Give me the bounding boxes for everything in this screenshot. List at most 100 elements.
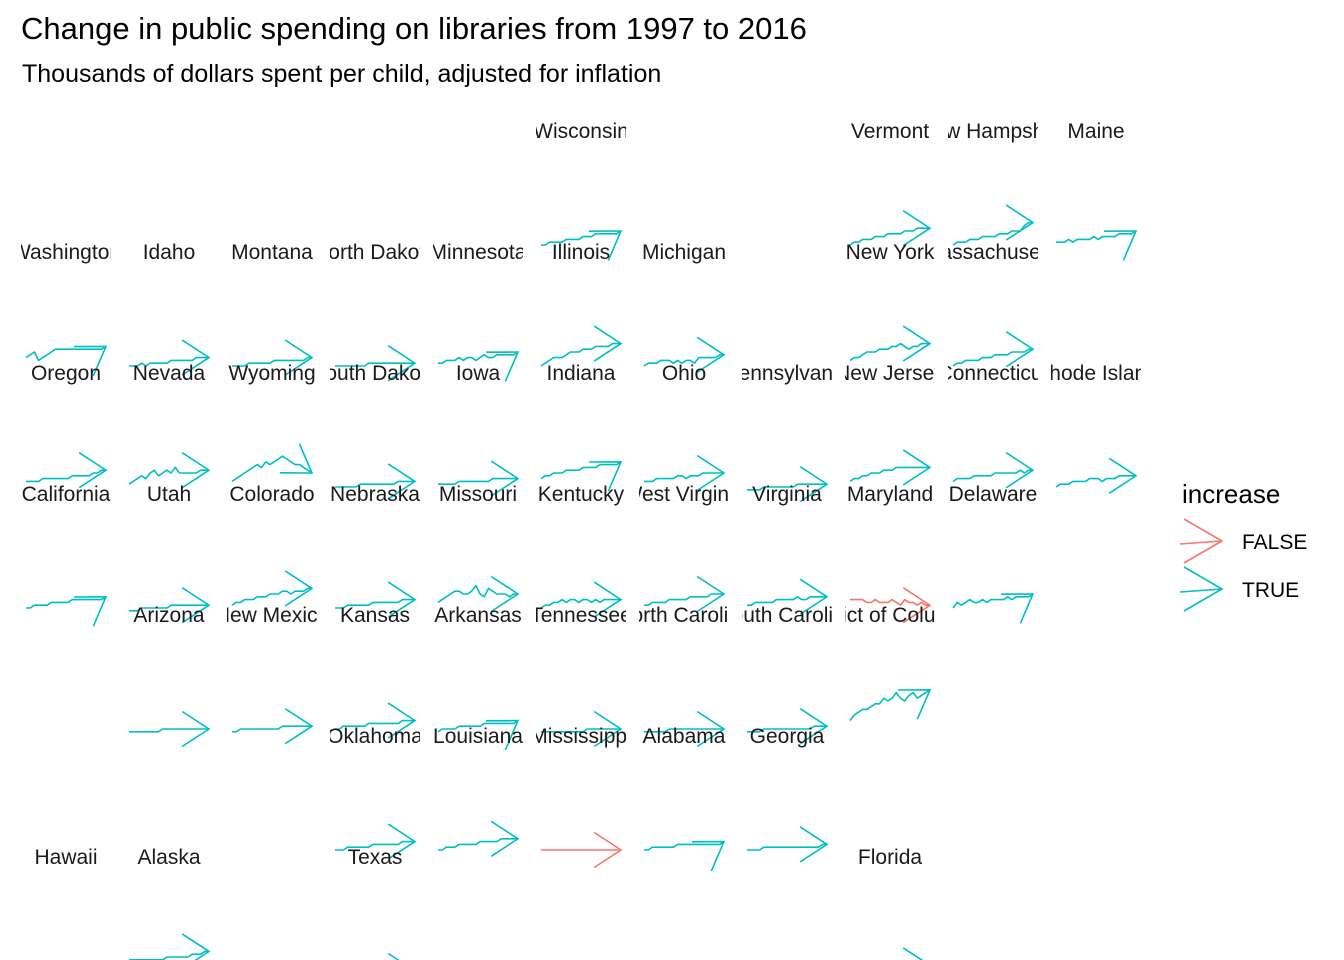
state-label: Wisconsin xyxy=(533,120,629,143)
arrowhead xyxy=(691,840,726,872)
trend-line xyxy=(438,351,519,364)
trend-line xyxy=(335,480,415,488)
trend-line xyxy=(1055,475,1136,488)
state-label: Hawaii xyxy=(34,846,97,869)
legend-label: FALSE xyxy=(1242,531,1307,554)
trend-line xyxy=(747,843,827,851)
state-label: Louisiana xyxy=(433,725,523,748)
legend: increase FALSE TRUE xyxy=(1179,479,1307,612)
arrowhead xyxy=(593,831,623,869)
facet-south-carolina: South Carolina xyxy=(718,604,857,745)
arrowhead xyxy=(593,710,623,748)
facet-california: California xyxy=(22,483,111,627)
state-label: Indiana xyxy=(547,362,616,385)
facet-arkansas: Arkansas xyxy=(434,604,522,751)
facet-kansas: Kansas xyxy=(335,604,417,739)
state-label: District of Columbia xyxy=(799,604,981,627)
trend-line xyxy=(1056,230,1137,243)
facet-texas: Texas xyxy=(348,846,403,960)
trend-line xyxy=(437,584,518,604)
trend-line xyxy=(849,466,930,483)
arrowhead xyxy=(902,210,932,247)
state-label: Maryland xyxy=(847,483,933,506)
facet-north-carolina: North Carolina xyxy=(639,604,729,748)
state-label: Texas xyxy=(348,846,403,869)
arrowhead xyxy=(1005,452,1035,489)
trend-line xyxy=(952,348,1033,367)
arrowhead xyxy=(181,339,211,376)
facet-hawaii: Hawaii xyxy=(34,846,97,869)
trend-line xyxy=(541,230,622,246)
arrowhead xyxy=(696,454,726,492)
facet-kentucky: Kentucky xyxy=(538,483,625,618)
state-label: West Virginia xyxy=(623,483,746,506)
legend-key-false: FALSE xyxy=(1179,518,1307,564)
state-label: Arizona xyxy=(133,604,205,627)
arrowhead xyxy=(897,688,932,720)
trend-line xyxy=(26,596,107,609)
trend-line xyxy=(952,593,1034,609)
arrowhead xyxy=(279,443,314,474)
legend-key-true: TRUE xyxy=(1179,566,1299,612)
arrowhead xyxy=(696,575,726,613)
trend-line xyxy=(335,598,415,609)
state-label: Montana xyxy=(231,241,313,264)
arrowhead xyxy=(490,575,520,613)
facet-wisconsin: Wisconsin xyxy=(533,120,629,261)
state-label: Georgia xyxy=(750,725,825,748)
state-label: Pennsylvania xyxy=(725,362,850,385)
facet-connecticut: Connecticut xyxy=(948,362,1038,489)
trend-line xyxy=(747,483,827,491)
trend-line xyxy=(438,838,518,851)
facet-ohio: Ohio xyxy=(644,362,726,492)
state-label: Missouri xyxy=(439,483,517,506)
legend-arrow-icon xyxy=(1179,566,1224,612)
state-label: Maine xyxy=(1067,120,1124,143)
arrowhead xyxy=(284,570,314,607)
trend-line xyxy=(541,728,621,733)
facet-tennessee: Tennessee xyxy=(536,604,626,748)
state-label: South Carolina xyxy=(718,604,857,627)
state-label: Illinois xyxy=(552,241,610,264)
arrowhead xyxy=(902,449,932,486)
trend-line xyxy=(540,461,622,480)
state-label: Nevada xyxy=(133,362,206,385)
trend-line xyxy=(129,728,209,733)
facet-florida: Florida xyxy=(858,846,924,960)
facet-new-hampshire: New Hampshire xyxy=(918,120,1067,246)
arrowhead xyxy=(799,826,829,863)
state-label: Washington xyxy=(11,241,121,264)
state-label: California xyxy=(22,483,111,506)
trend-line xyxy=(644,840,725,851)
state-label: Delaware xyxy=(949,483,1038,506)
facet-south-dakota: South Dakota xyxy=(330,362,420,500)
facet-delaware: Delaware xyxy=(949,483,1038,624)
state-label: Kansas xyxy=(340,604,410,627)
state-label: Alabama xyxy=(643,725,726,748)
state-label: Ohio xyxy=(662,362,706,385)
facet-utah: Utah xyxy=(129,483,211,624)
trend-line xyxy=(644,593,724,606)
state-label: North Dakota xyxy=(313,241,437,264)
facet-maryland: Maryland xyxy=(847,483,933,624)
trend-line xyxy=(129,604,209,612)
trend-line xyxy=(849,342,930,362)
facet-montana: Montana xyxy=(231,241,314,376)
state-label: Vermont xyxy=(851,120,929,143)
arrowhead xyxy=(485,719,520,751)
state-label: New York xyxy=(846,241,935,264)
trend-line xyxy=(747,725,827,733)
facet-illinois: Illinois xyxy=(540,241,623,367)
trend-line xyxy=(232,356,312,367)
facet-nebraska: Nebraska xyxy=(330,483,420,618)
trend-line xyxy=(850,598,930,606)
state-label: Idaho xyxy=(143,241,196,264)
facet-wyoming: Wyoming xyxy=(228,362,316,483)
state-label: Iowa xyxy=(456,362,501,385)
facet-virginia: Virginia xyxy=(747,483,829,615)
trend-line xyxy=(129,356,209,367)
state-label: New Hampshire xyxy=(918,120,1067,143)
facet-oklahoma: Oklahoma xyxy=(330,725,420,860)
